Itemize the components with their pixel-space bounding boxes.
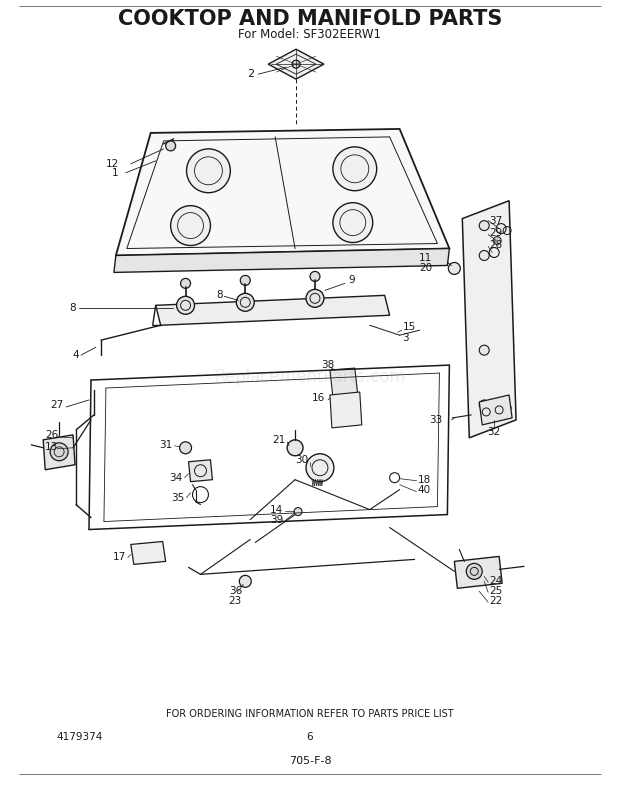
Text: 34: 34 <box>169 473 182 483</box>
Text: 8: 8 <box>69 303 76 313</box>
Text: 3: 3 <box>402 333 409 343</box>
Text: For Model: SF302EERW1: For Model: SF302EERW1 <box>239 27 381 41</box>
Text: 24: 24 <box>489 576 502 586</box>
Polygon shape <box>188 460 213 482</box>
Text: 9: 9 <box>348 276 355 286</box>
Text: 705-F-8: 705-F-8 <box>289 756 331 765</box>
Circle shape <box>479 250 489 261</box>
Text: 30: 30 <box>295 455 308 465</box>
Circle shape <box>333 203 373 243</box>
Polygon shape <box>131 542 166 564</box>
Text: 26: 26 <box>45 430 58 440</box>
Text: 36: 36 <box>229 586 242 597</box>
Text: 27: 27 <box>50 400 63 410</box>
Text: 35: 35 <box>171 493 185 502</box>
Text: 12: 12 <box>105 159 119 169</box>
Text: 4179374: 4179374 <box>56 732 102 742</box>
Text: 29: 29 <box>489 228 502 238</box>
Circle shape <box>241 276 250 286</box>
Polygon shape <box>268 49 324 79</box>
Circle shape <box>287 440 303 456</box>
Text: 15: 15 <box>402 322 416 332</box>
Polygon shape <box>43 435 75 469</box>
Circle shape <box>177 297 195 314</box>
Circle shape <box>166 141 175 151</box>
Text: 28: 28 <box>489 239 502 250</box>
Text: 20: 20 <box>419 264 432 273</box>
Text: 25: 25 <box>489 586 502 597</box>
Text: 6: 6 <box>307 732 313 742</box>
Text: 1: 1 <box>112 168 119 177</box>
Circle shape <box>310 272 320 281</box>
Text: 21: 21 <box>272 435 285 445</box>
Text: 40: 40 <box>417 484 431 495</box>
Text: ReplacementParts.com: ReplacementParts.com <box>214 368 406 386</box>
Text: 39: 39 <box>270 514 283 524</box>
Text: 38: 38 <box>321 360 335 370</box>
Circle shape <box>236 294 254 312</box>
Circle shape <box>294 508 302 516</box>
Text: 23: 23 <box>229 597 242 606</box>
Circle shape <box>292 60 300 68</box>
Text: 33: 33 <box>429 415 443 425</box>
Text: 13: 13 <box>45 442 58 452</box>
Text: 32: 32 <box>487 427 501 437</box>
Text: 11: 11 <box>419 254 432 264</box>
Text: 4: 4 <box>73 350 79 360</box>
Text: FOR ORDERING INFORMATION REFER TO PARTS PRICE LIST: FOR ORDERING INFORMATION REFER TO PARTS … <box>166 709 454 719</box>
Text: 37: 37 <box>489 216 502 225</box>
Polygon shape <box>454 557 502 588</box>
Text: 22: 22 <box>489 597 502 606</box>
Text: COOKTOP AND MANIFOLD PARTS: COOKTOP AND MANIFOLD PARTS <box>118 9 502 29</box>
Circle shape <box>333 147 377 191</box>
Text: 31: 31 <box>159 440 172 450</box>
Circle shape <box>306 454 334 482</box>
Polygon shape <box>116 129 450 255</box>
Circle shape <box>170 206 210 246</box>
Polygon shape <box>330 392 361 428</box>
Text: 17: 17 <box>113 553 126 562</box>
Polygon shape <box>479 395 512 425</box>
Text: 14: 14 <box>270 505 283 515</box>
Text: 16: 16 <box>312 393 325 403</box>
Polygon shape <box>156 295 389 325</box>
Circle shape <box>180 279 190 288</box>
Circle shape <box>306 290 324 307</box>
Circle shape <box>479 345 489 355</box>
Circle shape <box>448 262 460 275</box>
Circle shape <box>239 575 251 587</box>
Polygon shape <box>114 249 449 272</box>
Circle shape <box>180 442 192 454</box>
Circle shape <box>493 236 501 244</box>
Polygon shape <box>463 201 516 438</box>
Circle shape <box>479 221 489 231</box>
Text: 18: 18 <box>417 475 431 484</box>
Polygon shape <box>330 368 358 397</box>
Text: 8: 8 <box>216 290 223 301</box>
Circle shape <box>466 564 482 579</box>
Text: 2: 2 <box>247 69 254 79</box>
Circle shape <box>50 443 68 461</box>
Circle shape <box>479 400 489 410</box>
Circle shape <box>187 149 231 192</box>
